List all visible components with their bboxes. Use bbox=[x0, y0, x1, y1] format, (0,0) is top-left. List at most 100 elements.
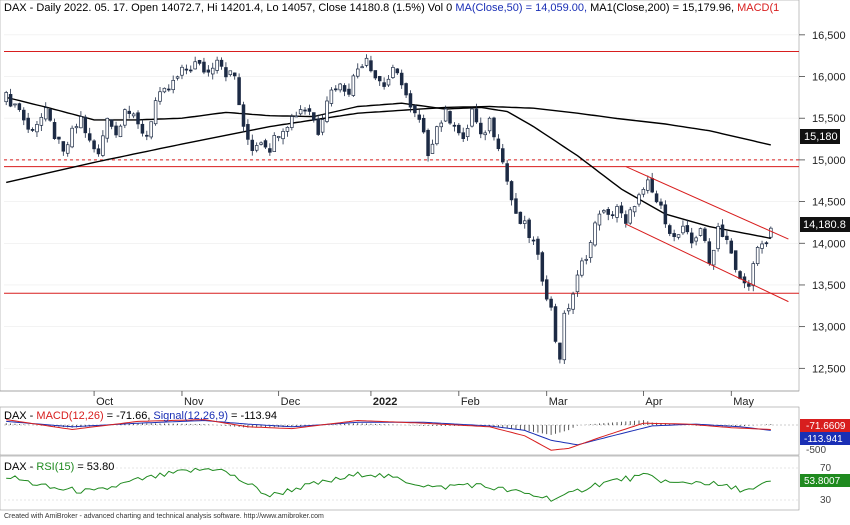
candle-down[interactable] bbox=[408, 93, 413, 108]
candle-up[interactable] bbox=[711, 249, 716, 266]
candle-down[interactable] bbox=[241, 104, 246, 127]
channel-lower-line[interactable] bbox=[625, 223, 789, 303]
candle-down[interactable] bbox=[496, 138, 501, 150]
candle-down[interactable] bbox=[654, 193, 659, 203]
candle-up[interactable] bbox=[254, 145, 259, 151]
candle-up[interactable] bbox=[118, 125, 123, 138]
candle-up[interactable] bbox=[74, 126, 79, 129]
candle-up[interactable] bbox=[522, 220, 527, 224]
rsi-line[interactable] bbox=[6, 467, 771, 502]
candle-down[interactable] bbox=[707, 241, 712, 264]
candle-up[interactable] bbox=[290, 116, 294, 128]
candle-up[interactable] bbox=[329, 89, 334, 104]
candle-down[interactable] bbox=[452, 124, 457, 127]
candle-down[interactable] bbox=[92, 140, 96, 150]
candle-up[interactable] bbox=[386, 78, 391, 86]
candle-down[interactable] bbox=[689, 232, 694, 244]
candle-up[interactable] bbox=[272, 135, 277, 152]
candle-down[interactable] bbox=[136, 112, 140, 125]
candle-down[interactable] bbox=[109, 119, 114, 127]
candle-up[interactable] bbox=[483, 132, 487, 136]
candle-up[interactable] bbox=[443, 108, 448, 122]
candle-down[interactable] bbox=[514, 198, 518, 214]
candle-down[interactable] bbox=[518, 211, 523, 224]
candle-down[interactable] bbox=[30, 129, 35, 131]
candle-up[interactable] bbox=[276, 136, 281, 139]
candle-down[interactable] bbox=[448, 111, 452, 124]
candle-down[interactable] bbox=[549, 298, 553, 308]
candle-up[interactable] bbox=[566, 308, 571, 312]
candle-down[interactable] bbox=[52, 122, 57, 139]
candle-up[interactable] bbox=[228, 70, 233, 76]
candle-up[interactable] bbox=[13, 103, 17, 106]
candle-up[interactable] bbox=[158, 91, 162, 102]
candle-up[interactable] bbox=[259, 142, 263, 145]
candle-up[interactable] bbox=[615, 206, 619, 218]
candle-down[interactable] bbox=[474, 108, 479, 123]
candle-up[interactable] bbox=[175, 76, 180, 79]
candle-down[interactable] bbox=[703, 228, 707, 241]
candle-down[interactable] bbox=[672, 233, 676, 237]
candle-up[interactable] bbox=[105, 117, 110, 139]
candle-down[interactable] bbox=[8, 94, 13, 107]
candle-down[interactable] bbox=[303, 109, 307, 112]
candle-down[interactable] bbox=[140, 123, 145, 134]
candle-up[interactable] bbox=[39, 116, 44, 126]
candle-down[interactable] bbox=[334, 88, 338, 91]
candle-down[interactable] bbox=[382, 82, 386, 87]
candle-down[interactable] bbox=[167, 88, 171, 91]
candle-down[interactable] bbox=[606, 209, 610, 215]
candle-up[interactable] bbox=[698, 228, 703, 236]
candle-down[interactable] bbox=[347, 88, 351, 95]
candle-down[interactable] bbox=[479, 122, 483, 135]
candle-up[interactable] bbox=[351, 75, 356, 96]
candle-down[interactable] bbox=[373, 70, 378, 79]
candle-down[interactable] bbox=[96, 148, 101, 155]
candle-up[interactable] bbox=[281, 131, 285, 140]
candle-up[interactable] bbox=[641, 189, 646, 195]
candle-down[interactable] bbox=[720, 224, 725, 237]
candle-up[interactable] bbox=[588, 242, 593, 259]
candle-down[interactable] bbox=[57, 136, 61, 140]
candle-down[interactable] bbox=[246, 124, 250, 140]
candle-down[interactable] bbox=[114, 125, 118, 136]
candle-down[interactable] bbox=[404, 83, 408, 96]
candle-up[interactable] bbox=[465, 128, 470, 138]
candle-up[interactable] bbox=[35, 124, 39, 133]
candle-down[interactable] bbox=[417, 114, 422, 120]
candle-up[interactable] bbox=[487, 117, 492, 132]
candle-up[interactable] bbox=[593, 222, 597, 246]
candle-down[interactable] bbox=[501, 148, 505, 163]
candle-down[interactable] bbox=[224, 67, 228, 78]
candle-down[interactable] bbox=[189, 69, 193, 72]
candle-up[interactable] bbox=[646, 179, 650, 191]
candle-down[interactable] bbox=[461, 132, 465, 139]
candle-up[interactable] bbox=[294, 115, 298, 118]
candle-down[interactable] bbox=[413, 104, 417, 114]
candle-up[interactable] bbox=[338, 83, 342, 91]
candle-up[interactable] bbox=[602, 210, 606, 213]
candle-down[interactable] bbox=[685, 225, 690, 233]
candle-down[interactable] bbox=[316, 118, 320, 135]
macd-panel[interactable] bbox=[0, 406, 800, 456]
candle-down[interactable] bbox=[531, 239, 536, 242]
candle-up[interactable] bbox=[123, 109, 127, 126]
candle-up[interactable] bbox=[584, 258, 589, 261]
candle-up[interactable] bbox=[171, 79, 175, 91]
candle-up[interactable] bbox=[79, 116, 83, 129]
candle-up[interactable] bbox=[356, 68, 360, 77]
ma50-line[interactable] bbox=[6, 96, 771, 240]
candle-down[interactable] bbox=[219, 59, 224, 67]
candle-down[interactable] bbox=[659, 201, 663, 206]
candle-down[interactable] bbox=[61, 141, 66, 152]
candle-down[interactable] bbox=[492, 117, 496, 138]
candle-down[interactable] bbox=[22, 109, 26, 121]
candle-up[interactable] bbox=[439, 122, 443, 128]
candle-up[interactable] bbox=[676, 234, 681, 238]
candle-down[interactable] bbox=[527, 219, 531, 238]
candle-up[interactable] bbox=[162, 87, 167, 93]
candle-down[interactable] bbox=[263, 140, 268, 148]
candle-down[interactable] bbox=[184, 68, 189, 71]
candle-down[interactable] bbox=[509, 181, 514, 201]
